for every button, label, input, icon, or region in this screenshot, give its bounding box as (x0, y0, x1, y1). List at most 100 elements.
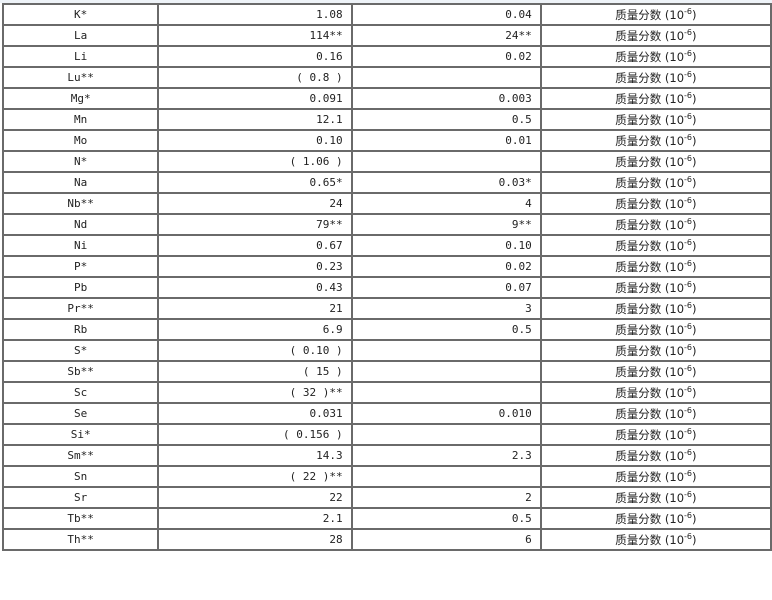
uncertainty-cell (350, 381, 542, 404)
unit-exponent: -6 (684, 90, 693, 100)
table-row: Sm** 14.3 2.3 质量分数 (10-6) (1, 444, 772, 467)
element-cell: Se (1, 402, 160, 425)
uncertainty-cell (350, 465, 542, 488)
value-cell: 0.16 (157, 45, 353, 68)
unit-cell: 质量分数 (10-6) (539, 45, 772, 68)
element-cell: Pb (1, 276, 160, 299)
element-cell: Tb** (1, 507, 160, 530)
value-cell: ( 1.06 ) (157, 150, 353, 173)
unit-exponent: -6 (684, 405, 693, 415)
unit-close: ) (692, 259, 697, 274)
unit-cell: 质量分数 (10-6) (539, 297, 772, 320)
uncertainty-cell: 0.02 (350, 45, 542, 68)
top-strip (0, 0, 772, 3)
unit-close: ) (692, 133, 697, 148)
element-cell: N* (1, 150, 160, 173)
unit-exponent: -6 (684, 195, 693, 205)
unit-label: 质量分数 (10 (615, 133, 685, 148)
unit-close: ) (692, 70, 697, 85)
uncertainty-cell: 3 (350, 297, 542, 320)
table-row: Sb**( 15 ) 质量分数 (10-6) (1, 360, 772, 383)
unit-exponent: -6 (684, 489, 693, 499)
table-row: Th** 28 6 质量分数 (10-6) (1, 528, 772, 551)
uncertainty-cell: 0.02 (350, 255, 542, 278)
unit-close: ) (692, 91, 697, 106)
unit-label: 质量分数 (10 (615, 154, 685, 169)
element-cell: Ni (1, 234, 160, 257)
uncertainty-cell: 0.010 (350, 402, 542, 425)
table-row: K* 1.08 0.04 质量分数 (10-6) (1, 3, 772, 26)
table-row: P* 0.23 0.02 质量分数 (10-6) (1, 255, 772, 278)
table-row: N*( 1.06 ) 质量分数 (10-6) (1, 150, 772, 173)
unit-label: 质量分数 (10 (615, 49, 685, 64)
unit-cell: 质量分数 (10-6) (539, 318, 772, 341)
unit-close: ) (692, 343, 697, 358)
unit-close: ) (692, 28, 697, 43)
value-cell: 0.65* (157, 171, 353, 194)
element-cell: Sn (1, 465, 160, 488)
unit-cell: 质量分数 (10-6) (539, 66, 772, 89)
unit-close: ) (692, 49, 697, 64)
table-row: Nb** 24 4 质量分数 (10-6) (1, 192, 772, 215)
unit-exponent: -6 (684, 132, 693, 142)
unit-label: 质量分数 (10 (615, 427, 685, 442)
value-cell: 2.1 (157, 507, 353, 530)
unit-cell: 质量分数 (10-6) (539, 402, 772, 425)
unit-close: ) (692, 490, 697, 505)
uncertainty-cell: 6 (350, 528, 542, 551)
unit-cell: 质量分数 (10-6) (539, 150, 772, 173)
unit-label: 质量分数 (10 (615, 490, 685, 505)
unit-exponent: -6 (684, 510, 693, 520)
unit-label: 质量分数 (10 (615, 280, 685, 295)
value-cell: 28 (157, 528, 353, 551)
table-row: Lu**( 0.8 ) 质量分数 (10-6) (1, 66, 772, 89)
value-cell: ( 15 ) (157, 360, 353, 383)
unit-exponent: -6 (684, 279, 693, 289)
unit-label: 质量分数 (10 (615, 217, 685, 232)
uncertainty-cell: 0.5 (350, 318, 542, 341)
table-row: Sn( 22 )** 质量分数 (10-6) (1, 465, 772, 488)
element-table: K* 1.08 0.04 质量分数 (10-6) La 114** 24** 质量分数 (10… (1, 3, 772, 551)
element-cell: Sb** (1, 360, 160, 383)
unit-label: 质量分数 (10 (615, 7, 685, 22)
unit-close: ) (692, 448, 697, 463)
unit-label: 质量分数 (10 (615, 301, 685, 316)
unit-cell: 质量分数 (10-6) (539, 486, 772, 509)
unit-cell: 质量分数 (10-6) (539, 255, 772, 278)
element-cell: P* (1, 255, 160, 278)
unit-label: 质量分数 (10 (615, 112, 685, 127)
table-row: Na 0.65* 0.03* 质量分数 (10-6) (1, 171, 772, 194)
uncertainty-cell (350, 423, 542, 446)
unit-label: 质量分数 (10 (615, 406, 685, 421)
unit-close: ) (692, 196, 697, 211)
unit-exponent: -6 (684, 27, 693, 37)
unit-exponent: -6 (684, 48, 693, 58)
unit-cell: 质量分数 (10-6) (539, 234, 772, 257)
unit-label: 质量分数 (10 (615, 196, 685, 211)
unit-cell: 质量分数 (10-6) (539, 423, 772, 446)
unit-close: ) (692, 406, 697, 421)
unit-exponent: -6 (684, 321, 693, 331)
uncertainty-cell: 24** (350, 24, 542, 47)
unit-exponent: -6 (684, 363, 693, 373)
unit-close: ) (692, 280, 697, 295)
unit-exponent: -6 (684, 153, 693, 163)
value-cell: 79** (157, 213, 353, 236)
unit-cell: 质量分数 (10-6) (539, 381, 772, 404)
table-row: S*( 0.10 ) 质量分数 (10-6) (1, 339, 772, 362)
element-cell: Nb** (1, 192, 160, 215)
value-cell: ( 0.156 ) (157, 423, 353, 446)
table-row: Pb 0.43 0.07 质量分数 (10-6) (1, 276, 772, 299)
table-row: Pr** 21 3 质量分数 (10-6) (1, 297, 772, 320)
unit-close: ) (692, 238, 697, 253)
table-row: La 114** 24** 质量分数 (10-6) (1, 24, 772, 47)
uncertainty-cell (350, 360, 542, 383)
unit-cell: 质量分数 (10-6) (539, 276, 772, 299)
uncertainty-cell: 0.5 (350, 507, 542, 530)
unit-exponent: -6 (684, 468, 693, 478)
element-cell: Rb (1, 318, 160, 341)
unit-close: ) (692, 322, 697, 337)
element-cell: Sc (1, 381, 160, 404)
uncertainty-cell: 0.03* (350, 171, 542, 194)
value-cell: 6.9 (157, 318, 353, 341)
